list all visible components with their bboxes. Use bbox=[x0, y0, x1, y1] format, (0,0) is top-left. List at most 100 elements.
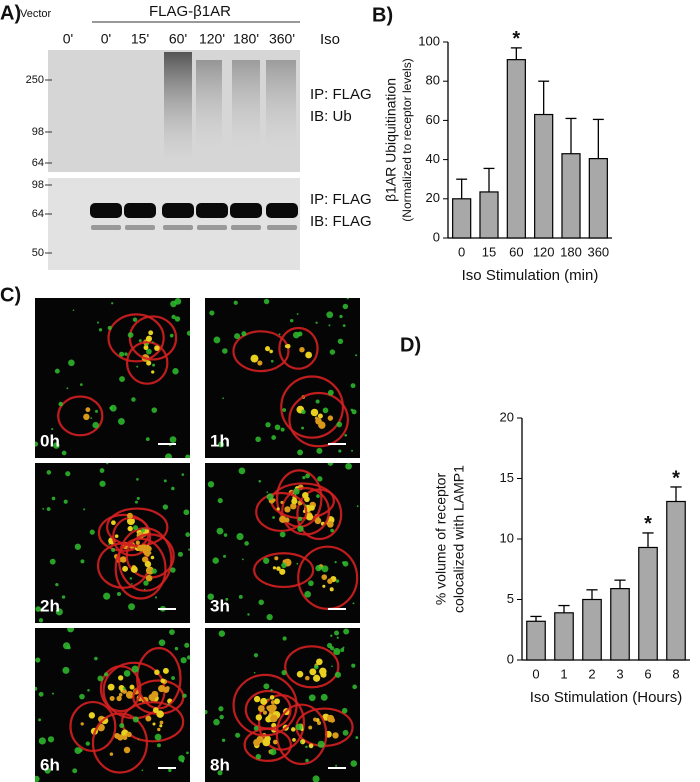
puncta bbox=[340, 648, 345, 652]
vesicle bbox=[274, 556, 279, 561]
vesicle bbox=[296, 670, 304, 678]
puncta bbox=[343, 628, 350, 635]
puncta bbox=[266, 614, 273, 621]
puncta bbox=[255, 753, 262, 760]
puncta bbox=[329, 349, 336, 355]
vesicle bbox=[272, 739, 278, 745]
y-tick-label: 0 bbox=[433, 229, 440, 244]
puncta bbox=[221, 738, 226, 743]
puncta bbox=[103, 672, 109, 677]
puncta bbox=[205, 709, 208, 715]
puncta bbox=[355, 354, 358, 357]
puncta bbox=[342, 303, 349, 310]
puncta bbox=[154, 596, 158, 599]
lane-label: 360' bbox=[269, 31, 295, 47]
puncta bbox=[322, 407, 329, 414]
x-tick-label: 1 bbox=[560, 666, 567, 681]
puncta bbox=[241, 558, 244, 561]
puncta bbox=[253, 653, 259, 658]
significance-mark: * bbox=[512, 28, 520, 50]
cell-membrane bbox=[57, 395, 104, 437]
puncta bbox=[63, 499, 68, 504]
vesicle bbox=[308, 743, 314, 749]
vesicle bbox=[151, 690, 159, 698]
vesicle bbox=[255, 714, 263, 721]
cell-membrane bbox=[280, 375, 344, 439]
vesicle bbox=[83, 413, 90, 421]
vesicle bbox=[123, 746, 131, 754]
significance-mark: * bbox=[644, 513, 652, 535]
puncta bbox=[302, 475, 306, 480]
puncta bbox=[297, 449, 304, 456]
puncta bbox=[320, 693, 328, 701]
vesicle bbox=[256, 735, 264, 744]
puncta bbox=[218, 706, 224, 712]
puncta bbox=[51, 692, 54, 695]
y-tick-label: 10 bbox=[500, 530, 514, 545]
vesicle bbox=[109, 752, 114, 756]
vesicle bbox=[312, 674, 321, 682]
mw-marker: 64 bbox=[32, 208, 44, 220]
micrograph-bg bbox=[205, 463, 360, 623]
puncta bbox=[49, 558, 56, 565]
blot bbox=[48, 178, 300, 270]
puncta bbox=[253, 725, 259, 731]
vesicle bbox=[327, 521, 334, 528]
micrograph bbox=[205, 298, 360, 458]
vesicle bbox=[129, 684, 135, 690]
puncta bbox=[97, 675, 104, 682]
puncta bbox=[222, 348, 228, 354]
puncta bbox=[65, 471, 71, 477]
vesicle bbox=[292, 738, 296, 742]
blot-band bbox=[125, 225, 155, 230]
vesicle bbox=[154, 345, 160, 351]
treatment-label: Iso bbox=[320, 31, 340, 48]
puncta bbox=[117, 417, 125, 425]
puncta bbox=[177, 551, 183, 557]
puncta bbox=[186, 655, 190, 660]
puncta bbox=[335, 764, 338, 767]
vesicle bbox=[159, 720, 164, 725]
blot-smear bbox=[266, 60, 296, 150]
vesicle bbox=[274, 698, 280, 705]
micrograph bbox=[205, 463, 360, 623]
puncta bbox=[169, 629, 175, 636]
puncta bbox=[313, 664, 319, 670]
vesicle bbox=[127, 526, 133, 532]
vesicle bbox=[117, 734, 124, 741]
vesicle bbox=[318, 421, 326, 429]
micrograph bbox=[35, 463, 190, 623]
puncta bbox=[351, 449, 353, 452]
puncta bbox=[308, 580, 314, 587]
puncta bbox=[131, 665, 139, 673]
y-tick-label: 80 bbox=[426, 73, 440, 88]
puncta bbox=[180, 657, 187, 664]
vesicle bbox=[269, 695, 275, 700]
blot-band bbox=[91, 225, 121, 230]
vesicle bbox=[265, 716, 272, 723]
puncta bbox=[172, 368, 179, 375]
puncta bbox=[67, 628, 75, 633]
puncta bbox=[244, 541, 249, 546]
puncta bbox=[152, 363, 156, 367]
vesicle bbox=[151, 370, 155, 374]
puncta bbox=[44, 767, 51, 774]
puncta bbox=[119, 723, 125, 729]
puncta bbox=[51, 428, 54, 431]
puncta bbox=[297, 516, 303, 522]
x-tick-label: 0 bbox=[532, 666, 539, 681]
bar bbox=[561, 153, 581, 239]
vesicle bbox=[144, 560, 152, 568]
puncta bbox=[222, 397, 224, 400]
vesicle bbox=[327, 578, 333, 584]
puncta bbox=[212, 557, 219, 564]
puncta bbox=[119, 376, 125, 382]
puncta bbox=[143, 580, 149, 586]
puncta bbox=[308, 694, 316, 702]
vesicle bbox=[304, 496, 310, 503]
puncta bbox=[132, 317, 138, 322]
puncta bbox=[344, 433, 348, 437]
blot-band bbox=[162, 203, 194, 218]
vesicle bbox=[316, 658, 323, 666]
puncta bbox=[107, 325, 112, 330]
